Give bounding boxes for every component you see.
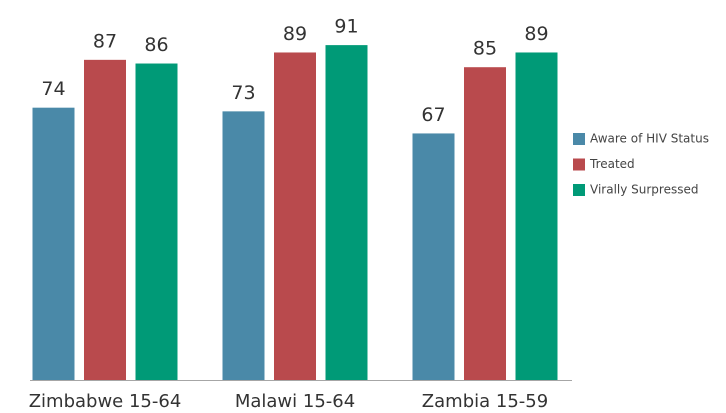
legend-label: Virally Surpressed [590,183,698,197]
bar [32,107,75,381]
bar [515,52,558,380]
bar [222,111,265,381]
legend-label: Treated [589,157,635,171]
data-label: 86 [144,34,168,56]
legend-swatch [573,158,585,171]
data-label: 89 [524,23,548,45]
x-tick-label: Zimbabwe 15-64 [29,391,182,412]
legend-swatch [573,133,585,145]
legend-swatch [573,184,585,196]
bar [84,59,126,381]
bar [464,67,506,380]
legend-label: Aware of HIV Status [590,132,709,146]
x-tick-label: Malawi 15-64 [235,391,355,412]
data-label: 67 [421,104,445,126]
x-tick-label: Zambia 15-59 [422,391,548,412]
bar [325,45,368,381]
data-label: 85 [473,38,497,60]
data-label: 91 [334,16,358,38]
bar [412,133,455,380]
data-label: 89 [283,23,307,45]
data-label: 87 [93,30,117,52]
bar [135,63,178,381]
bar [274,52,316,380]
data-label: 73 [231,82,255,104]
data-label: 74 [41,78,65,100]
